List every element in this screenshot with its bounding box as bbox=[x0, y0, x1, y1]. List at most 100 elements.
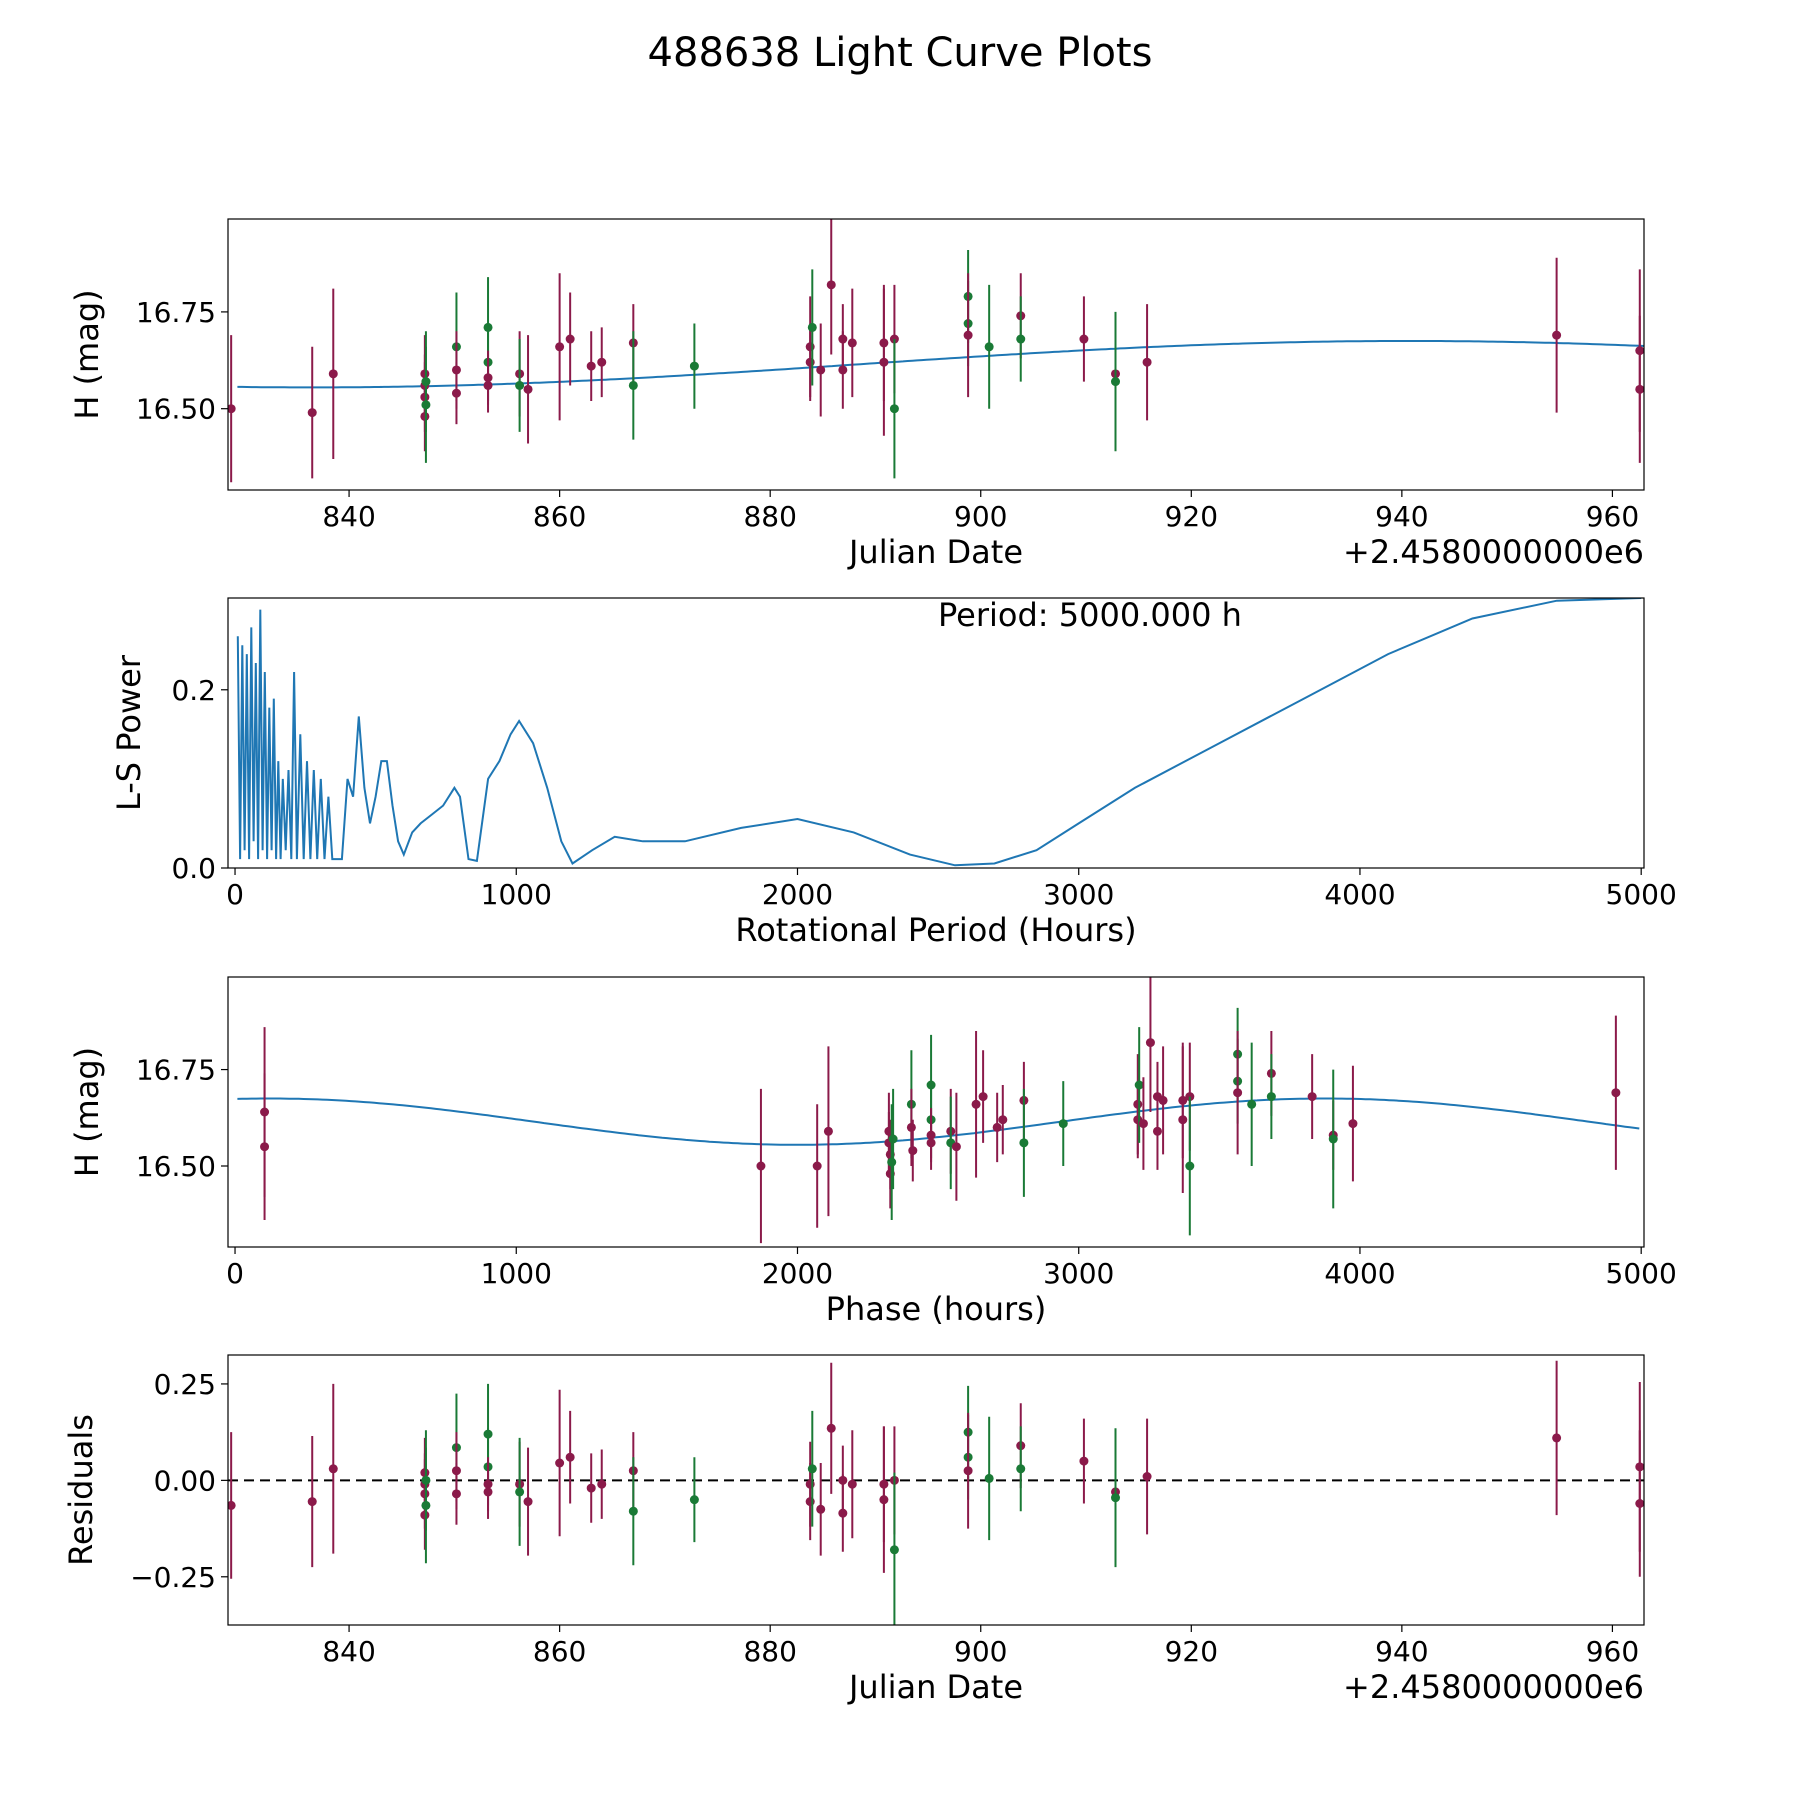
resid-data-point bbox=[628, 1506, 638, 1516]
resid-data-point bbox=[984, 1473, 994, 1483]
resid-ytick-label: −0.25 bbox=[130, 1561, 216, 1594]
lc-data-point bbox=[805, 357, 815, 367]
resid-data-point bbox=[826, 1423, 836, 1433]
figure-title: 488638 Light Curve Plots bbox=[648, 30, 1153, 76]
resid-xtick-label: 900 bbox=[954, 1635, 1007, 1668]
lc-data-point bbox=[879, 357, 889, 367]
resid-data-point bbox=[523, 1497, 533, 1507]
phase-data-point bbox=[908, 1146, 918, 1156]
phase-data-point bbox=[1233, 1088, 1243, 1098]
phase-xtick-label: 2000 bbox=[762, 1257, 833, 1290]
phase-data-point bbox=[1145, 1038, 1155, 1048]
lc-data-point bbox=[523, 384, 533, 394]
resid-data-point bbox=[963, 1466, 973, 1476]
lc-data-point bbox=[1635, 384, 1644, 394]
lc-ytick-label: 16.50 bbox=[136, 393, 216, 426]
resid-data-point bbox=[838, 1508, 848, 1518]
ls-xtick-label: 4000 bbox=[1324, 878, 1395, 911]
ls-axes-frame bbox=[227, 597, 1645, 869]
lc-data-point bbox=[963, 330, 973, 340]
phase-data-point bbox=[1178, 1115, 1188, 1125]
phase-xtick-label: 0 bbox=[226, 1257, 244, 1290]
phase-data-point bbox=[971, 1099, 981, 1109]
lc-data-point bbox=[816, 365, 826, 375]
periodogram-line bbox=[236, 598, 1642, 867]
resid-xtick-label: 960 bbox=[1586, 1635, 1639, 1668]
phase-ytick-label: 16.50 bbox=[136, 1150, 216, 1183]
resid-axes-frame bbox=[227, 1354, 1645, 1626]
resid-data-point bbox=[451, 1489, 461, 1499]
lc-axes-frame bbox=[227, 218, 1645, 491]
lc-data-point bbox=[628, 380, 638, 390]
lc-x-axis-label: Julian Date bbox=[847, 533, 1023, 571]
lc-fit-curve bbox=[237, 340, 1644, 389]
phase-data-point bbox=[1058, 1119, 1068, 1129]
lc-data-point bbox=[838, 365, 848, 375]
lc-data-point bbox=[1111, 377, 1121, 387]
phase-data-point bbox=[1185, 1161, 1195, 1171]
phase-plot-area bbox=[237, 977, 1640, 1244]
phase-axes-frame bbox=[227, 976, 1645, 1248]
resid-data-point bbox=[420, 1510, 430, 1520]
lc-data-point bbox=[597, 357, 607, 367]
lc-data-point bbox=[483, 380, 493, 390]
lc-plot-area bbox=[228, 219, 1644, 483]
lc-data-point bbox=[451, 388, 461, 398]
lc-data-point bbox=[847, 338, 857, 348]
resid-data-point bbox=[689, 1495, 699, 1505]
phase-data-point bbox=[887, 1157, 897, 1167]
phase-folded-panel: 0 1000 2000 3000 4000 5000 16.50 16.75 Phase (ho… bbox=[68, 976, 1677, 1328]
phase-data-point bbox=[998, 1115, 1008, 1125]
lc-data-point bbox=[555, 342, 565, 352]
lc-data-point bbox=[889, 404, 899, 414]
phase-data-point bbox=[1152, 1126, 1162, 1136]
phase-data-point bbox=[1247, 1099, 1257, 1109]
lc-data-point bbox=[228, 404, 236, 414]
resid-data-point bbox=[847, 1479, 857, 1489]
phase-data-point bbox=[1611, 1088, 1621, 1098]
residuals-panel: 840 860 880 900 920 940 960 −0.25 0.00 0.25 Julian… bbox=[62, 1354, 1645, 1706]
lc-data-point bbox=[1016, 334, 1026, 344]
lc-data-point bbox=[1552, 330, 1562, 340]
phase-data-point bbox=[823, 1126, 833, 1136]
ls-ytick-label: 0.2 bbox=[171, 674, 216, 707]
resid-xtick-label: 920 bbox=[1165, 1635, 1218, 1668]
phase-x-axis-label: Phase (hours) bbox=[826, 1290, 1047, 1328]
phase-xtick-label: 4000 bbox=[1324, 1257, 1395, 1290]
ls-xtick-label: 2000 bbox=[762, 878, 833, 911]
phase-data-point bbox=[951, 1142, 961, 1152]
lc-ytick-label: 16.75 bbox=[136, 296, 216, 329]
phase-data-point bbox=[906, 1122, 916, 1132]
resid-ytick-label: 0.25 bbox=[154, 1368, 216, 1401]
lc-xtick-label: 960 bbox=[1586, 500, 1639, 533]
resid-data-point bbox=[1552, 1433, 1562, 1443]
resid-data-point bbox=[421, 1475, 431, 1485]
resid-data-point bbox=[1142, 1472, 1152, 1481]
phase-data-point bbox=[1348, 1119, 1358, 1129]
lc-x-offset-label: +2.4580000000e6 bbox=[1343, 533, 1644, 571]
lc-data-point bbox=[807, 322, 817, 332]
lc-data-point bbox=[328, 369, 338, 379]
resid-x-axis-label: Julian Date bbox=[847, 1668, 1023, 1706]
lc-xtick-label: 860 bbox=[533, 500, 586, 533]
periodogram-panel: 0 1000 2000 3000 4000 5000 0.0 0.2 Rotational Pe… bbox=[110, 596, 1677, 949]
phase-xtick-label: 3000 bbox=[1043, 1257, 1114, 1290]
ls-x-axis-label: Rotational Period (Hours) bbox=[735, 911, 1136, 949]
resid-data-point bbox=[328, 1464, 338, 1474]
phase-data-point bbox=[1019, 1138, 1029, 1148]
lc-data-point bbox=[1079, 334, 1089, 344]
lc-xtick-label: 940 bbox=[1375, 500, 1428, 533]
lc-data-point bbox=[689, 361, 699, 371]
resid-ytick-label: 0.00 bbox=[154, 1464, 216, 1497]
resid-xtick-label: 840 bbox=[322, 1635, 375, 1668]
resid-data-point bbox=[889, 1545, 899, 1555]
resid-data-point bbox=[307, 1497, 317, 1507]
lc-data-point bbox=[421, 377, 431, 387]
phase-data-point bbox=[1266, 1092, 1276, 1102]
lc-data-point bbox=[420, 411, 430, 421]
phase-data-point bbox=[888, 1134, 898, 1144]
resid-data-point bbox=[1079, 1456, 1089, 1466]
ls-xtick-label: 5000 bbox=[1606, 878, 1677, 911]
phase-data-point bbox=[992, 1122, 1002, 1132]
